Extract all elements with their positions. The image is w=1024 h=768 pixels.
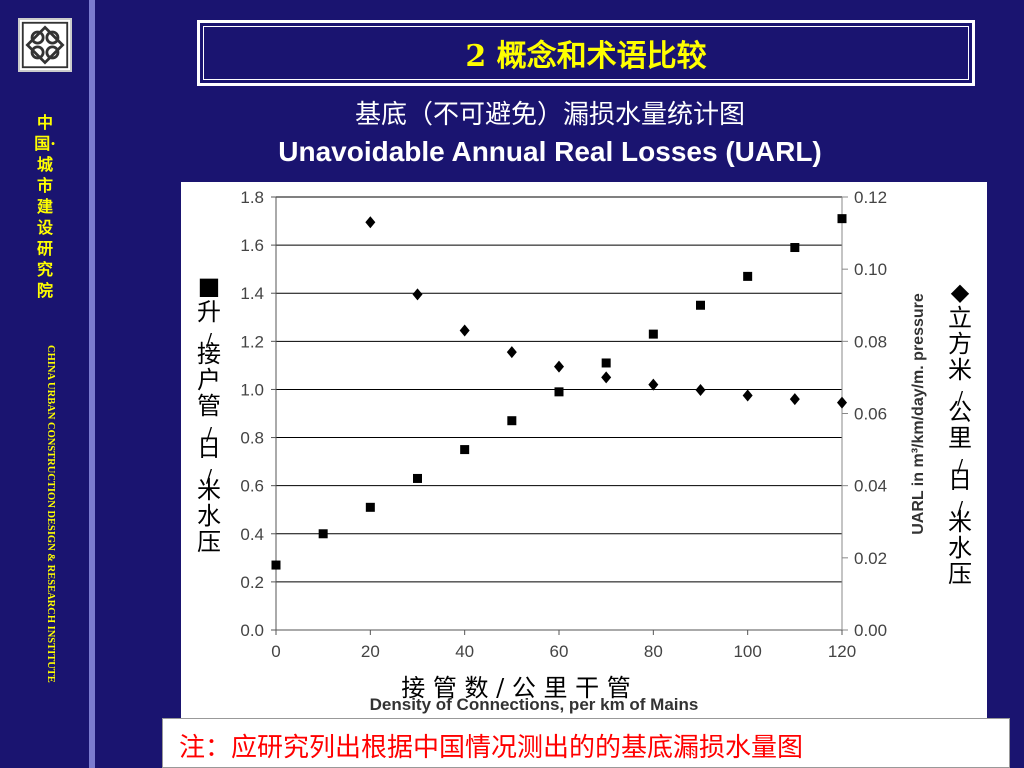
left-axis-label-cn-char: 接 bbox=[197, 340, 221, 368]
x-axis-label: Density of Connections, per km of Mains bbox=[370, 695, 699, 714]
diamond-point bbox=[506, 346, 517, 359]
diamond-point bbox=[789, 393, 800, 406]
org-name-cn: 中国·城市建设研究院 bbox=[34, 113, 56, 300]
square-point bbox=[318, 529, 328, 539]
square-point bbox=[507, 416, 517, 426]
right-axis-label-cn-char: / bbox=[957, 498, 964, 519]
diamond-point bbox=[412, 288, 423, 301]
diamond-point bbox=[837, 396, 847, 409]
left-tick-label: 0.6 bbox=[240, 477, 264, 496]
square-point bbox=[837, 214, 847, 224]
right-axis-label: UARL in m³/km/day/m. pressure bbox=[910, 293, 927, 535]
x-tick-label: 100 bbox=[733, 642, 761, 661]
sidebar: 中国·城市建设研究院 CHINA URBAN CONSTRUCTION DESI… bbox=[0, 0, 90, 768]
x-tick-label: 40 bbox=[455, 642, 474, 661]
x-axis-label-cn: 接 管 数 / 公 里 干 管 bbox=[401, 674, 631, 702]
square-point bbox=[413, 473, 422, 483]
diamond-point bbox=[365, 216, 376, 229]
x-tick-label: 20 bbox=[361, 642, 380, 661]
left-tick-label: 1.0 bbox=[240, 380, 264, 399]
chart-svg: 0.0 0.2 0.4 0.6 0.8 1.0 1.2 1.4 1.6 1.8 0.00 0.02 0.… bbox=[197, 188, 972, 714]
left-tick-label: 0.2 bbox=[240, 573, 264, 592]
left-axis-label-cn-char: 管 bbox=[197, 392, 221, 420]
slide-title: 2 概念和术语比较 bbox=[465, 39, 707, 74]
x-tick-label: 120 bbox=[828, 642, 856, 661]
square-point bbox=[790, 243, 800, 253]
right-tick-label: 0.08 bbox=[854, 332, 887, 351]
left-axis-label-cn-char: 日 bbox=[197, 434, 221, 462]
left-tick-label: 1.8 bbox=[240, 188, 264, 207]
diamond-point bbox=[459, 324, 470, 337]
right-axis-label-cn-char: 立 bbox=[948, 304, 972, 332]
institute-logo bbox=[18, 18, 72, 72]
sidebar-divider bbox=[89, 0, 95, 768]
right-axis-label-cn-char: / bbox=[957, 388, 964, 409]
left-axis-label-cn-char: 升 bbox=[197, 298, 221, 326]
diamond-point bbox=[648, 378, 659, 391]
left-axis-label-cn-char: / bbox=[206, 330, 213, 351]
left-tick-label: 1.4 bbox=[240, 284, 264, 303]
left-tick-label: 1.6 bbox=[240, 236, 264, 255]
square-point bbox=[460, 445, 470, 455]
knot-logo-icon bbox=[21, 21, 69, 69]
diamond-point bbox=[695, 384, 706, 397]
right-axis-label-cn-char: / bbox=[957, 456, 964, 477]
square-point bbox=[696, 300, 705, 310]
left-axis-label-cn-char: / bbox=[206, 424, 213, 445]
right-axis-label-cn-char: 方 bbox=[948, 330, 972, 358]
left-axis-label-cn-char: / bbox=[206, 466, 213, 487]
right-axis-label-cn-char: 压 bbox=[948, 560, 972, 588]
subtitle-cn: 基底（不可避免）漏损水量统计图 bbox=[354, 100, 745, 130]
right-axis-label-cn-char: 公 bbox=[948, 398, 972, 426]
diamond-point bbox=[601, 371, 612, 384]
right-axis-label-cn-char: 水 bbox=[948, 534, 972, 562]
right-series-marker: ◆ bbox=[951, 278, 970, 306]
right-axis-label-cn-char: 日 bbox=[948, 466, 972, 494]
left-tick-label: 0.0 bbox=[240, 621, 264, 640]
left-tick-label: 0.8 bbox=[240, 429, 264, 448]
right-tick-label: 0.06 bbox=[854, 405, 887, 424]
left-tick-label: 1.2 bbox=[240, 332, 264, 351]
left-axis-label-cn-char: 压 bbox=[197, 528, 221, 556]
org-name-en: CHINA URBAN CONSTRUCTION DESIGN & RESEAR… bbox=[45, 345, 56, 683]
x-tick-label: 80 bbox=[644, 642, 663, 661]
right-tick-label: 0.10 bbox=[854, 260, 887, 279]
left-tick-label: 0.4 bbox=[240, 525, 264, 544]
x-tick-label: 0 bbox=[271, 642, 280, 661]
org-name-en-wrap: CHINA URBAN CONSTRUCTION DESIGN & RESEAR… bbox=[20, 345, 60, 745]
subtitle-en: Unavoidable Annual Real Losses (UARL) bbox=[278, 136, 822, 167]
left-axis-label-cn-char: 米 bbox=[197, 476, 221, 504]
left-axis-label-cn-char: 水 bbox=[197, 502, 221, 530]
right-tick-label: 0.02 bbox=[854, 549, 887, 568]
right-axis-label-cn-char: 米 bbox=[948, 356, 972, 384]
square-point bbox=[271, 560, 281, 570]
uarl-chart: 0.0 0.2 0.4 0.6 0.8 1.0 1.2 1.4 1.6 1.8 0.00 0.02 0.… bbox=[181, 182, 987, 720]
square-point bbox=[743, 271, 753, 281]
diamond-point bbox=[742, 389, 753, 402]
note-box: 注：应研究列出根据中国情况测出的的基底漏损水量图 bbox=[162, 718, 1010, 768]
title-frame: 2 概念和术语比较 bbox=[197, 20, 975, 86]
right-axis-label-cn-char: 里 bbox=[948, 424, 972, 452]
square-point bbox=[648, 329, 658, 339]
square-point bbox=[554, 387, 564, 397]
right-axis-label-cn-char: 米 bbox=[948, 508, 972, 536]
square-point bbox=[601, 358, 611, 368]
square-point bbox=[365, 502, 375, 512]
right-tick-label: 0.12 bbox=[854, 188, 887, 207]
left-axis-label-cn-char: 户 bbox=[197, 366, 221, 394]
left-series-marker: ■ bbox=[198, 272, 221, 300]
footnote: 注：应研究列出根据中国情况测出的的基底漏损水量图 bbox=[179, 733, 804, 763]
right-tick-label: 0.04 bbox=[854, 477, 887, 496]
diamond-point bbox=[554, 360, 564, 373]
x-tick-label: 60 bbox=[550, 642, 569, 661]
right-tick-label: 0.00 bbox=[854, 621, 887, 640]
